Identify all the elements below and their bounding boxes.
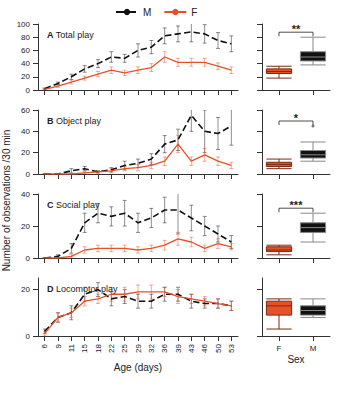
svg-text:60: 60 [21,46,30,55]
svg-text:B: B [47,115,54,126]
svg-text:32: 32 [147,343,156,352]
svg-text:D: D [47,283,54,294]
svg-text:M: M [310,344,317,353]
svg-text:20: 20 [21,285,30,294]
svg-text:100: 100 [17,20,31,29]
svg-text:M: M [143,7,151,18]
svg-text:15: 15 [80,343,89,352]
svg-text:0: 0 [26,86,31,95]
svg-text:39: 39 [174,343,183,352]
svg-text:20: 20 [21,72,30,81]
svg-text:53: 53 [227,343,236,352]
svg-text:Object play: Object play [53,116,101,126]
svg-text:**: ** [292,23,301,35]
svg-text:Social play: Social play [53,200,100,210]
svg-text:C: C [47,199,54,210]
svg-text:F: F [277,344,282,353]
svg-text:0: 0 [26,170,31,179]
svg-text:25: 25 [120,343,129,352]
svg-text:60: 60 [21,106,30,115]
svg-text:80: 80 [21,33,30,42]
svg-text:0: 0 [26,254,31,263]
svg-text:Age (days): Age (days) [114,362,162,373]
svg-text:46: 46 [200,343,209,352]
svg-text:9: 9 [54,343,63,348]
svg-text:22: 22 [107,343,116,352]
svg-text:*: * [294,112,299,124]
svg-text:Total play: Total play [53,30,94,40]
svg-text:36: 36 [160,343,169,352]
svg-text:***: *** [290,199,304,211]
svg-text:0: 0 [26,332,31,341]
svg-text:40: 40 [21,190,30,199]
svg-text:6: 6 [40,343,49,348]
svg-text:20: 20 [21,222,30,231]
svg-text:18: 18 [94,343,103,352]
svg-text:50: 50 [214,343,223,352]
svg-text:F: F [191,7,197,18]
svg-text:Locomotor play: Locomotor play [53,284,118,294]
svg-text:20: 20 [21,148,30,157]
svg-text:11: 11 [67,343,76,352]
svg-text:29: 29 [134,343,143,352]
svg-text:43: 43 [187,343,196,352]
svg-text:Number of observations /30 min: Number of observations /30 min [1,130,12,272]
svg-text:40: 40 [21,127,30,136]
svg-text:Sex: Sex [287,354,304,365]
svg-text:A: A [47,29,54,40]
svg-text:40: 40 [21,59,30,68]
